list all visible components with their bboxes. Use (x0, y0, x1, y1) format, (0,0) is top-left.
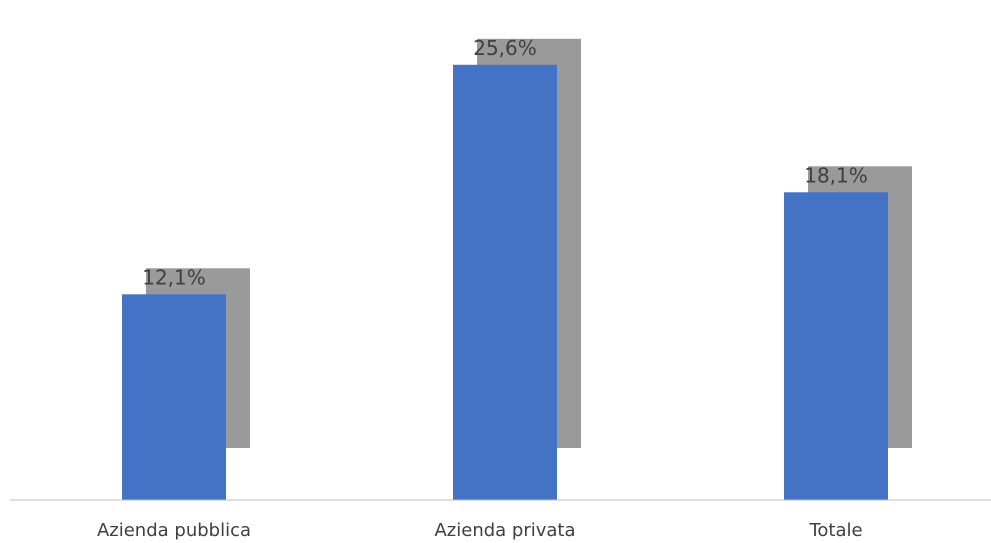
bars (122, 64, 888, 501)
bar-totale (784, 192, 888, 501)
data-label-azienda-pubblica: 12,1% (142, 265, 206, 289)
tick-label-azienda-pubblica: Azienda pubblica (97, 520, 251, 541)
data-labels: 12,1% 25,6% 18,1% (142, 36, 868, 289)
tick-label-azienda-privata: Azienda privata (434, 520, 575, 541)
data-label-totale: 18,1% (804, 163, 868, 187)
x-tick-labels: Azienda pubblica Azienda privata Totale (97, 520, 863, 541)
bar-azienda-pubblica (122, 294, 226, 500)
data-label-azienda-privata: 25,6% (473, 36, 537, 60)
tick-label-totale: Totale (808, 520, 862, 541)
bar-azienda-privata (453, 64, 557, 501)
